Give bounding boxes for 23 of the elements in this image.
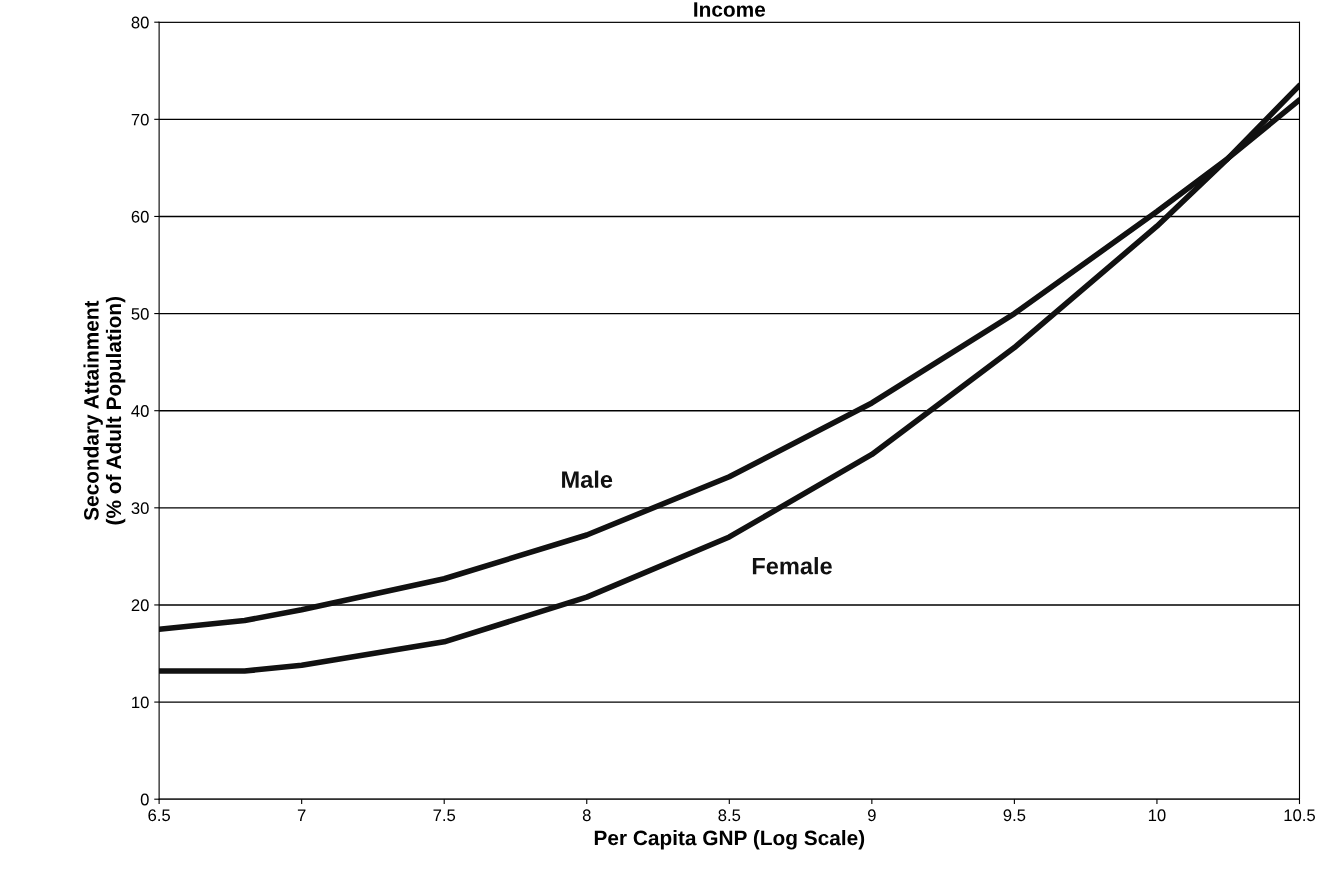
x-tick-label: 7 bbox=[297, 809, 306, 821]
x-tick-label: 9 bbox=[867, 809, 876, 822]
x-tick-label: 10 bbox=[1148, 809, 1166, 822]
y-tick-label: 30 bbox=[131, 502, 149, 515]
series-label: Female bbox=[752, 557, 832, 575]
y-tick-label: 0 bbox=[140, 793, 149, 806]
chart-title: Income bbox=[694, 2, 766, 17]
series-label: Male bbox=[562, 470, 613, 488]
y-tick-label: 80 bbox=[131, 16, 149, 29]
x-tick-label: 9.5 bbox=[1003, 809, 1026, 822]
x-tick-label: 6.5 bbox=[148, 809, 171, 822]
x-tick-label: 7.5 bbox=[433, 809, 456, 822]
y-tick-label: 40 bbox=[131, 405, 149, 417]
x-axis-title: Per Capita GNP (Log Scale) bbox=[594, 830, 865, 850]
y-tick-label: 50 bbox=[131, 307, 149, 320]
y-tick-label: 10 bbox=[132, 696, 149, 709]
x-tick-label: 8.5 bbox=[718, 809, 741, 822]
y-tick-label: 60 bbox=[131, 210, 149, 223]
y-axis-title: Secondary Attainment (% of Adult Population) bbox=[83, 296, 126, 525]
x-tick-label: 10.5 bbox=[1284, 809, 1315, 822]
y-tick-label: 70 bbox=[131, 113, 149, 126]
x-tick-label: 8 bbox=[582, 809, 591, 822]
y-tick-label: 20 bbox=[131, 599, 149, 612]
